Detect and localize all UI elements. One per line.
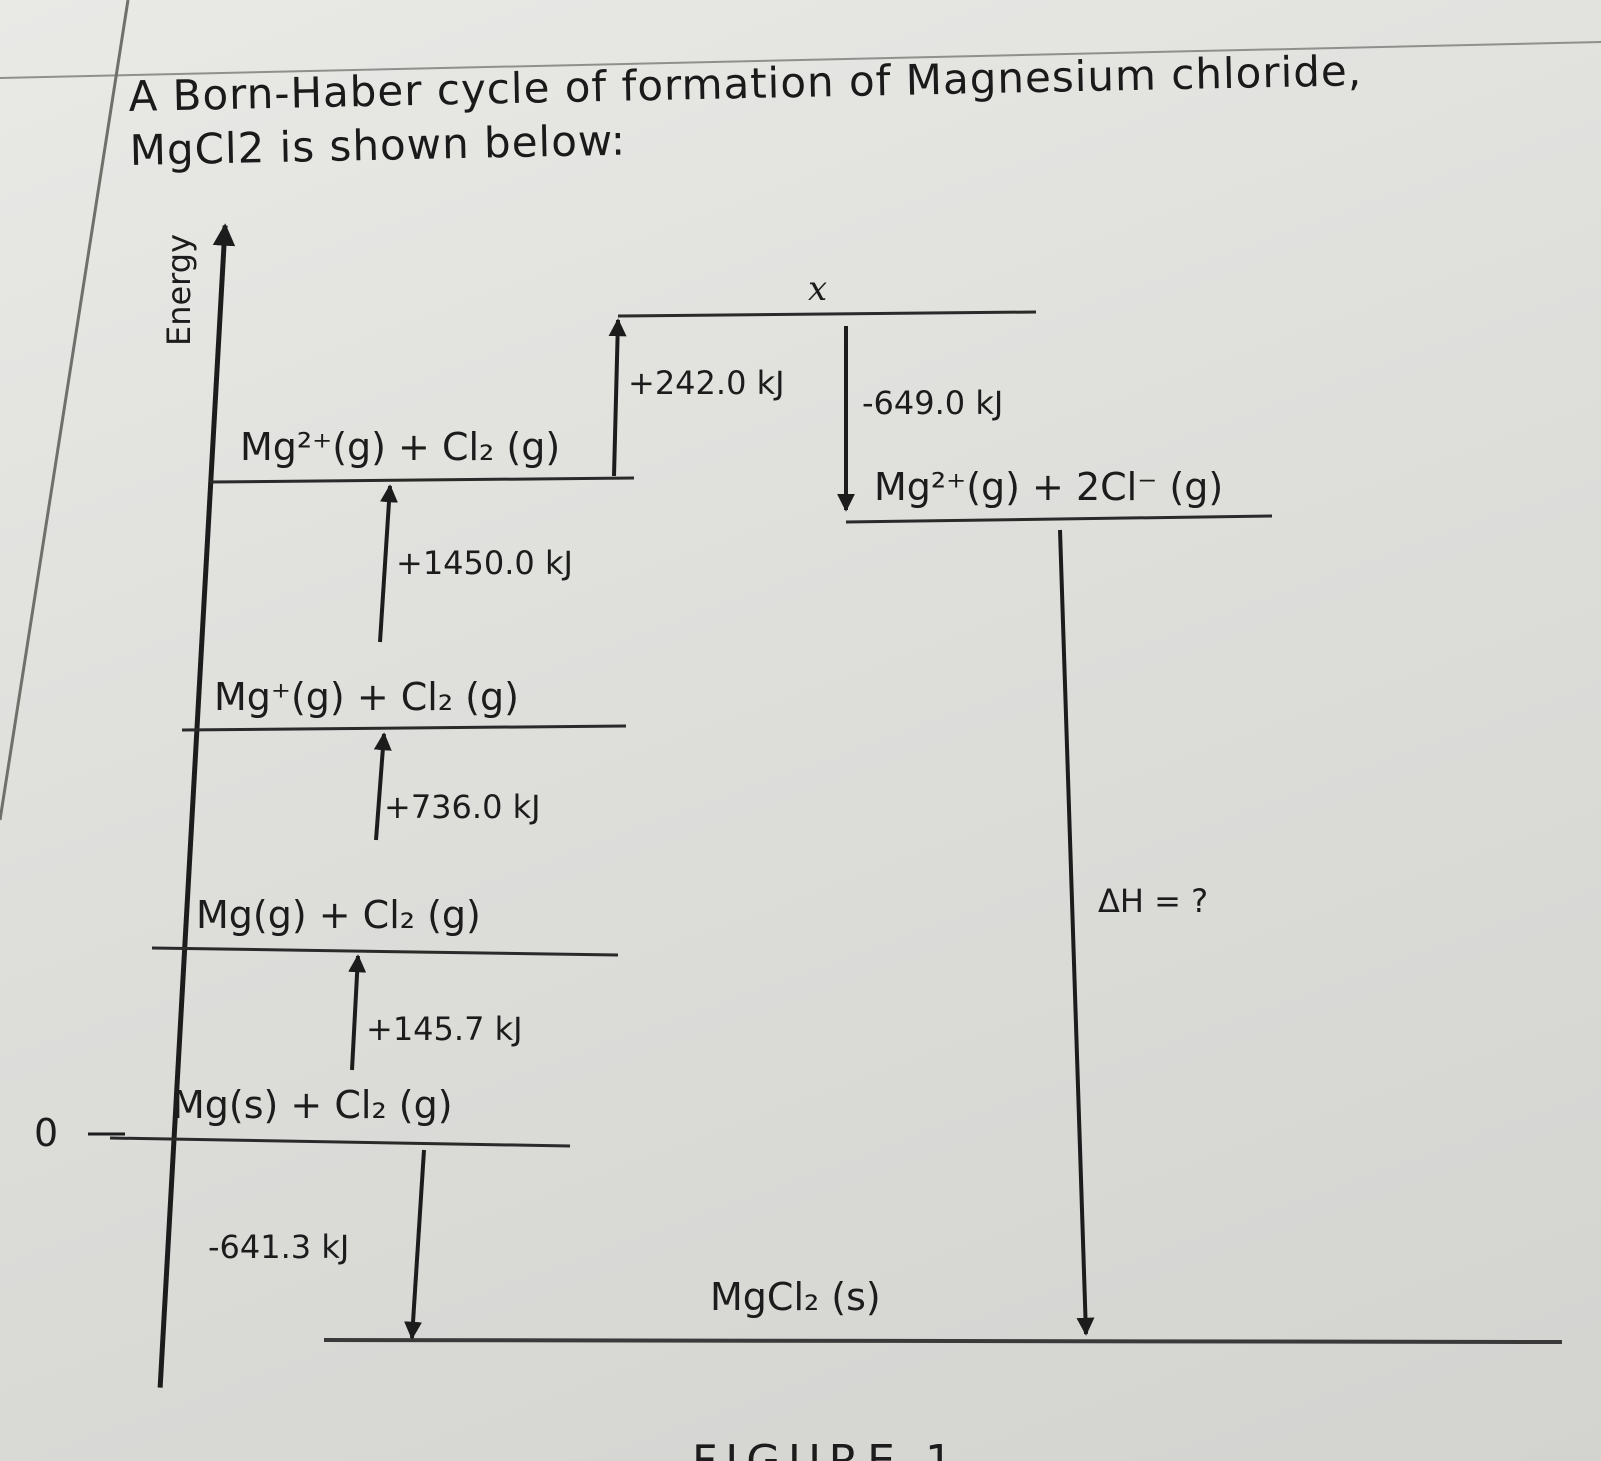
arrow-lattice — [1058, 529, 1095, 1336]
page-left-edge — [0, 0, 130, 821]
energy-axis-label: Energy — [160, 234, 198, 346]
label-mg-plus: Mg⁺(g) + Cl₂ (g) — [214, 675, 519, 719]
label-product: MgCl₂ (s) — [710, 1275, 881, 1319]
figure-caption-fragment: FIGURE 1 — [692, 1436, 961, 1461]
page-top-rule — [0, 41, 1601, 79]
value-formation: -641.3 kJ — [208, 1228, 349, 1266]
level-mg-2plus — [209, 476, 635, 484]
value-second-ionisation: +1450.0 kJ — [396, 544, 573, 582]
value-lattice: ΔH = ? — [1098, 882, 1208, 920]
label-top-x: x — [808, 269, 827, 309]
arrow-atomisation-cl — [608, 318, 627, 477]
label-mg-solid: Mg(s) + Cl₂ (g) — [172, 1083, 453, 1127]
label-mg-2plus: Mg²⁺(g) + Cl₂ (g) — [240, 425, 560, 469]
level-product — [323, 1338, 1563, 1344]
arrow-atomisation-mg — [348, 954, 367, 1071]
level-mg-plus — [181, 724, 627, 732]
level-ions — [845, 514, 1273, 524]
value-electron-affinity: -649.0 kJ — [862, 384, 1003, 422]
value-atomisation-cl: +242.0 kJ — [628, 364, 785, 402]
level-top-x — [617, 310, 1037, 318]
zero-label: 0 — [34, 1111, 58, 1155]
level-mg-solid — [109, 1136, 571, 1148]
arrow-second-ionisation — [378, 484, 398, 643]
arrow-first-ionisation — [373, 732, 392, 841]
label-mg-gas: Mg(g) + Cl₂ (g) — [196, 893, 481, 937]
value-atomisation-mg: +145.7 kJ — [366, 1010, 523, 1048]
energy-axis — [157, 223, 236, 1388]
level-mg-gas — [151, 946, 619, 957]
value-first-ionisation: +736.0 kJ — [384, 788, 541, 826]
label-ions: Mg²⁺(g) + 2Cl⁻ (g) — [874, 465, 1223, 509]
arrow-formation — [404, 1149, 426, 1340]
